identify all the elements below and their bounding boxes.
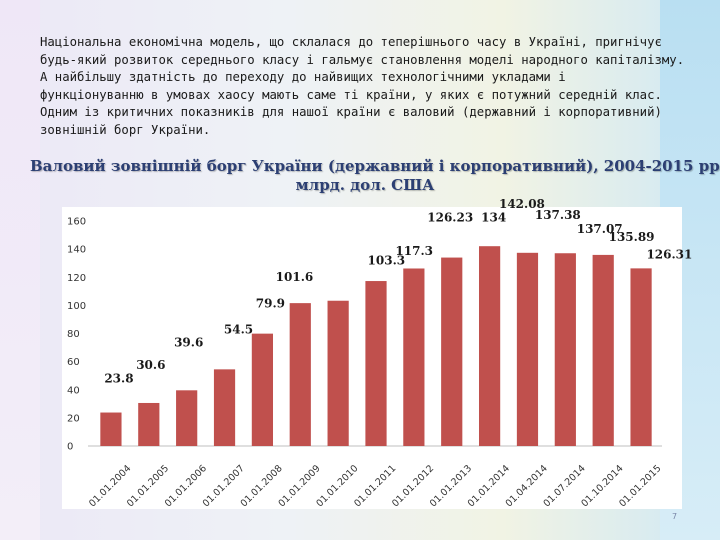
bar — [289, 303, 311, 446]
background-left-stripe — [0, 0, 40, 540]
data-label: 30.6 — [136, 358, 165, 372]
y-tick-label: 60 — [67, 357, 80, 368]
y-tick-label: 40 — [67, 385, 80, 396]
slide-number: 7 — [672, 512, 678, 521]
bar — [176, 390, 198, 446]
bar — [100, 412, 122, 446]
bar — [630, 268, 652, 446]
bar — [478, 246, 501, 446]
data-label: 23.8 — [104, 372, 133, 386]
bar — [327, 300, 349, 446]
data-label: 39.6 — [174, 335, 203, 349]
y-tick-label: 140 — [67, 245, 86, 256]
data-label: 142.08 — [499, 197, 545, 211]
y-tick-label: 80 — [67, 329, 80, 340]
y-tick-label: 0 — [67, 442, 73, 453]
intro-line: Одним із критичних показників для нашої … — [40, 105, 662, 120]
intro-line: будь-який розвиток середнього класу і га… — [40, 52, 685, 67]
chart-title-line: млрд. дол. США — [295, 176, 435, 194]
data-label: 117.3 — [395, 244, 433, 258]
data-label: 135.89 — [609, 230, 655, 244]
bar — [554, 253, 576, 446]
data-label: 126.31 — [646, 247, 692, 261]
chart-title-line: Валовий зовнішній борг України (державни… — [30, 157, 720, 175]
y-tick-label: 120 — [67, 273, 86, 284]
bar — [365, 281, 387, 446]
intro-paragraph: Національна економічна модель, що склала… — [40, 34, 690, 140]
data-label: 134 — [481, 211, 506, 225]
bar — [213, 369, 236, 446]
bar — [441, 257, 463, 446]
y-tick-label: 160 — [67, 217, 86, 228]
data-label: 54.5 — [224, 322, 253, 336]
bar — [138, 402, 160, 446]
intro-line: функціонуванню в умовах хаосу мають саме… — [40, 87, 662, 102]
bar — [251, 333, 274, 446]
data-label: 103.3 — [368, 254, 406, 268]
data-label: 101.6 — [276, 270, 314, 284]
chart-title: Валовий зовнішній борг України (державни… — [30, 157, 720, 195]
y-tick-label: 20 — [67, 413, 80, 424]
intro-line: Національна економічна модель, що склала… — [40, 35, 662, 49]
y-tick-label: 100 — [67, 301, 86, 312]
intro-line: А найбільшу здатність до переходу до най… — [40, 70, 566, 85]
data-label: 137.07 — [577, 222, 623, 236]
data-label: 126.23 — [427, 210, 473, 224]
bar — [592, 254, 614, 446]
data-label: 137.38 — [535, 208, 581, 222]
intro-line: зовнішній борг України. — [40, 122, 211, 137]
bar — [403, 268, 425, 446]
data-label: 79.9 — [256, 297, 285, 311]
bar — [516, 252, 539, 446]
